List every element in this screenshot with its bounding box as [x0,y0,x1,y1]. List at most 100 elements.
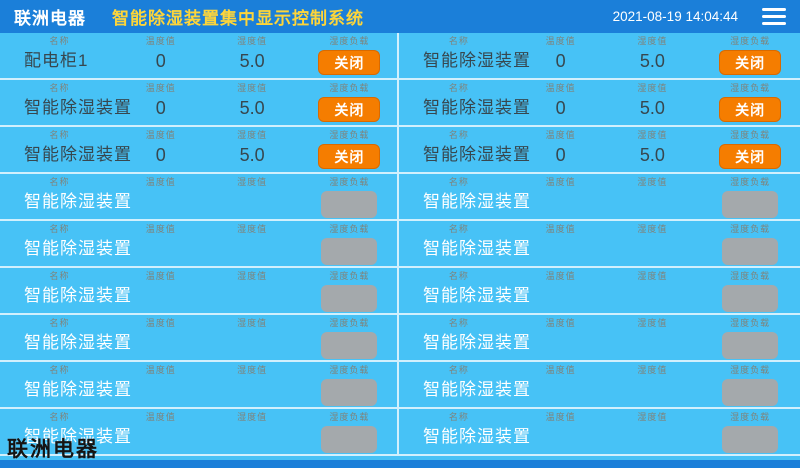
device-row: 名称 智能除湿装置 温度值 湿度值 湿度负载 名称 智能除湿装置 温度值 湿度值 [0,221,800,268]
load-toggle-button[interactable]: 关闭 [719,50,782,75]
temperature-label: 温度值 [145,365,176,375]
humidity-label: 湿度值 [637,224,668,234]
load-column: 湿度负载 [702,268,798,313]
load-label: 湿度负载 [329,224,370,234]
load-toggle-button[interactable]: 关闭 [719,97,782,122]
load-toggle-button[interactable]: 关闭 [318,97,381,122]
device-name: 智能除湿装置 [24,192,132,211]
load-column: 湿度负载 关闭 [302,80,397,125]
humidity-label: 湿度值 [637,318,668,328]
temperature-label: 温度值 [145,177,176,187]
load-column: 湿度负载 关闭 [702,33,798,78]
load-column: 湿度负载 [302,315,397,360]
device-cell: 名称 智能除湿装置 温度值 湿度值 湿度负载 [399,315,798,360]
load-label: 湿度负载 [329,177,370,187]
load-toggle-button [321,191,378,218]
name-label: 名称 [49,365,70,375]
name-label: 名称 [49,318,70,328]
device-row: 名称 智能除湿装置 温度值 湿度值 湿度负载 名称 智能除湿装置 温度值 湿度值 [0,362,800,409]
header: 联洲电器 智能除湿装置集中显示控制系统 2021-08-19 14:04:44 [0,0,800,33]
device-cell: 名称 智能除湿装置 温度值 湿度值 湿度负载 [0,409,399,454]
temperature-column: 温度值 [519,409,603,454]
temperature-label: 温度值 [145,412,176,422]
humidity-column: 湿度值 [602,174,702,219]
name-column: 名称 智能除湿装置 [399,33,530,78]
humidity-label: 湿度值 [237,412,268,422]
name-label: 名称 [448,271,469,281]
load-label: 湿度负载 [329,130,370,140]
name-label: 名称 [49,130,70,140]
humidity-column: 湿度值 [602,409,702,454]
humidity-label: 湿度值 [237,36,268,46]
load-toggle-button[interactable]: 关闭 [318,144,381,169]
temperature-value: 0 [155,145,166,165]
temperature-value: 0 [555,98,566,118]
humidity-label: 湿度值 [637,412,668,422]
device-cell: 名称 智能除湿装置 温度值 0 湿度值 5.0 湿度负载 关闭 [399,80,798,125]
load-column: 湿度负载 关闭 [302,33,397,78]
name-column: 名称 智能除湿装置 [0,80,131,125]
datetime-display: 2021-08-19 14:04:44 [612,9,738,24]
load-label: 湿度负载 [730,177,771,187]
humidity-column: 湿度值 [602,315,702,360]
name-column: 名称 智能除湿装置 [0,362,132,407]
page-title: 智能除湿装置集中显示控制系统 [112,9,364,28]
temperature-column: 温度值 [119,221,202,266]
humidity-label: 湿度值 [237,177,268,187]
temperature-label: 温度值 [545,271,576,281]
device-cell: 名称 智能除湿装置 温度值 0 湿度值 5.0 湿度负载 关闭 [399,127,798,172]
load-label: 湿度负载 [730,36,771,46]
humidity-value: 5.0 [239,98,265,118]
device-cell: 名称 智能除湿装置 温度值 湿度值 湿度负载 [0,315,399,360]
device-name: 智能除湿装置 [24,380,132,399]
device-cell: 名称 智能除湿装置 温度值 湿度值 湿度负载 [0,174,399,219]
device-cell: 名称 智能除湿装置 温度值 湿度值 湿度负载 [0,221,399,266]
device-name: 智能除湿装置 [423,286,531,305]
name-label: 名称 [448,177,469,187]
load-column: 湿度负载 [702,362,798,407]
temperature-column: 温度值 0 [519,127,603,172]
load-toggle-button[interactable]: 关闭 [719,144,782,169]
load-column: 湿度负载 [302,221,397,266]
temperature-column: 温度值 [119,362,202,407]
load-column: 湿度负载 [302,174,397,219]
device-name: 智能除湿装置 [423,192,531,211]
name-label: 名称 [448,83,469,93]
temperature-label: 温度值 [545,412,576,422]
load-toggle-button [722,426,779,453]
temperature-value: 0 [155,51,166,71]
device-row: 名称 智能除湿装置 温度值 湿度值 湿度负载 名称 智能除湿装置 温度值 湿度值 [0,315,800,362]
device-name: 智能除湿装置 [423,427,531,446]
name-column: 名称 智能除湿装置 [0,268,132,313]
temperature-label: 温度值 [545,83,576,93]
temperature-label: 温度值 [545,177,576,187]
name-label: 名称 [49,177,70,187]
device-name: 智能除湿装置 [24,239,132,258]
device-cell: 名称 智能除湿装置 温度值 湿度值 湿度负载 [399,221,798,266]
temperature-column: 温度值 0 [519,80,603,125]
load-column: 湿度负载 关闭 [302,127,397,172]
name-label: 名称 [448,318,469,328]
humidity-column: 湿度值 5.0 [602,33,702,78]
device-row: 名称 智能除湿装置 温度值 0 湿度值 5.0 湿度负载 关闭 名称 智能除湿装… [0,127,800,174]
load-column: 湿度负载 [702,174,798,219]
humidity-column: 湿度值 5.0 [202,33,301,78]
name-column: 名称 配电柜1 [0,33,119,78]
load-label: 湿度负载 [730,224,771,234]
temperature-value: 0 [555,51,566,71]
load-column: 湿度负载 [302,268,397,313]
load-label: 湿度负载 [730,318,771,328]
load-toggle-button[interactable]: 关闭 [318,50,381,75]
humidity-label: 湿度值 [237,271,268,281]
temperature-column: 温度值 0 [119,80,202,125]
device-name: 智能除湿装置 [24,286,132,305]
device-name: 智能除湿装置 [24,145,132,164]
name-label: 名称 [448,224,469,234]
name-label: 名称 [448,365,469,375]
load-toggle-button [321,426,378,453]
name-column: 名称 智能除湿装置 [0,127,132,172]
device-cell: 名称 智能除湿装置 温度值 湿度值 湿度负载 [399,362,798,407]
hamburger-menu-icon[interactable] [762,6,786,28]
humidity-value: 5.0 [239,145,265,165]
